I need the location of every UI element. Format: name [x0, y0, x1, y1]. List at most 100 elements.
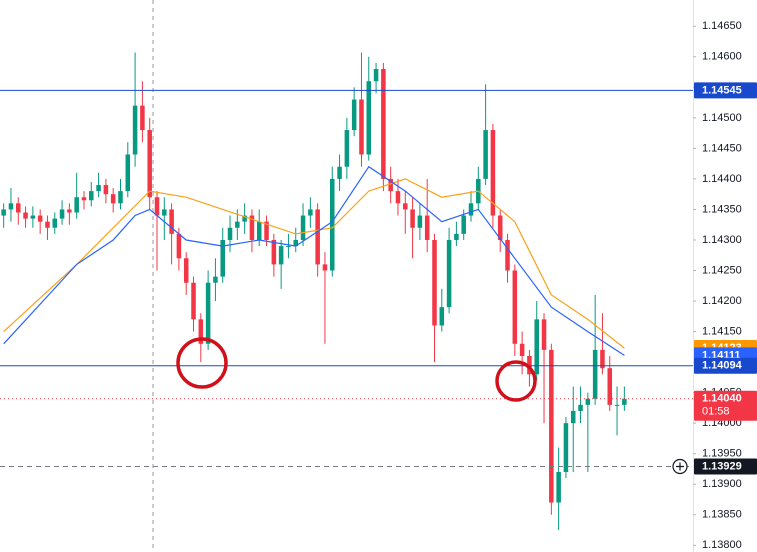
price-label-box: [694, 357, 757, 374]
candle-body: [337, 166, 342, 179]
candle-body: [52, 218, 58, 228]
candle-body: [417, 215, 423, 228]
y-tick-label: 1.14450: [702, 142, 742, 154]
y-tick-label: 1.14350: [702, 203, 742, 215]
candle-body: [30, 215, 36, 219]
candle-body: [403, 203, 408, 210]
candle-body: [45, 221, 50, 228]
candle-body: [198, 319, 204, 344]
candle-body: [592, 349, 598, 399]
candle-body: [300, 215, 306, 240]
candle-body: [600, 349, 605, 369]
candle-body: [147, 130, 152, 198]
candle-body: [483, 130, 488, 179]
y-tick-label: 1.14200: [702, 295, 742, 307]
candle-body: [490, 130, 496, 216]
candle-body: [110, 194, 116, 204]
candle-body: [329, 178, 335, 271]
price-label: 1.13929: [702, 460, 742, 472]
plus-icon: [676, 462, 684, 471]
candle-body: [607, 368, 613, 405]
candle-body: [278, 246, 284, 265]
candle-body: [622, 398, 627, 405]
candle-body: [570, 410, 576, 424]
candle-body: [381, 69, 386, 179]
candle-body: [183, 258, 189, 283]
candle-body: [497, 215, 503, 240]
candle-body: [366, 81, 372, 155]
candle-body: [556, 472, 561, 503]
candle-body: [235, 221, 240, 228]
candle-body: [162, 209, 167, 216]
candle-body: [74, 197, 79, 213]
candle-body: [468, 203, 474, 216]
candle-body: [118, 191, 123, 204]
highlight-circle: [176, 337, 228, 389]
candle-body: [534, 319, 539, 375]
candle-body: [454, 233, 459, 240]
candle-body: [176, 233, 182, 259]
y-tick-label: 1.14300: [702, 234, 742, 246]
price-label: 1.14040: [702, 393, 742, 405]
y-tick-label: 1.13800: [702, 539, 742, 551]
candle-body: [1, 209, 6, 216]
candle-body: [563, 423, 569, 473]
candle-body: [585, 398, 591, 405]
candle-body: [461, 215, 466, 234]
candle-body: [15, 203, 21, 213]
candle-body: [505, 239, 510, 271]
candle-body: [424, 215, 430, 240]
highlight-circle: [495, 360, 537, 402]
candle-body: [446, 239, 452, 308]
y-tick-label: 1.14400: [702, 173, 742, 185]
candle-body: [23, 212, 28, 219]
y-tick-label: 1.14650: [702, 20, 742, 32]
candle-body: [308, 209, 313, 216]
y-tick-label: 1.13900: [702, 478, 742, 490]
candle-body: [578, 404, 583, 411]
y-tick-label: 1.14600: [702, 51, 742, 63]
price-label-box: [694, 458, 757, 475]
moving-average: [3, 178, 625, 349]
candle-body: [512, 270, 518, 344]
candle-body: [432, 239, 437, 326]
price-label-box: [694, 390, 757, 421]
candle-body: [96, 185, 101, 192]
y-tick-label: 1.14500: [702, 112, 742, 124]
candle-body: [373, 69, 379, 82]
candle-body: [205, 282, 211, 344]
candle-body: [242, 215, 247, 222]
price-markers: 1.145451.141231.141111.140941.1404001:58…: [672, 82, 757, 475]
candle-body: [351, 99, 357, 131]
candle-body: [541, 319, 547, 350]
candle-body: [256, 221, 262, 240]
y-tick-label: 1.14250: [702, 264, 742, 276]
countdown: 01:58: [702, 406, 730, 418]
price-label: 1.14094: [702, 360, 743, 372]
candle-body: [344, 130, 350, 167]
candle-body: [227, 227, 233, 240]
price-label-box: [694, 82, 757, 99]
candle-body: [220, 239, 225, 277]
candle-body: [132, 105, 138, 155]
candle-body: [359, 99, 364, 155]
candle-body: [293, 239, 299, 247]
candle-body: [67, 209, 72, 213]
candle-body: [439, 307, 445, 326]
candle-body: [388, 178, 393, 192]
candle-body: [37, 215, 43, 222]
candle-body: [264, 221, 269, 240]
candle-body: [59, 209, 65, 219]
candle-body: [89, 191, 94, 201]
candle-body: [322, 264, 328, 271]
y-tick-label: 1.14150: [702, 325, 742, 337]
candle-body: [286, 246, 291, 248]
plot-area: [0, 52, 693, 531]
candle-body: [315, 209, 320, 265]
candle-body: [169, 209, 174, 234]
y-tick-label: 1.13950: [702, 448, 742, 460]
candle-body: [154, 197, 160, 216]
candle-body: [125, 154, 131, 192]
